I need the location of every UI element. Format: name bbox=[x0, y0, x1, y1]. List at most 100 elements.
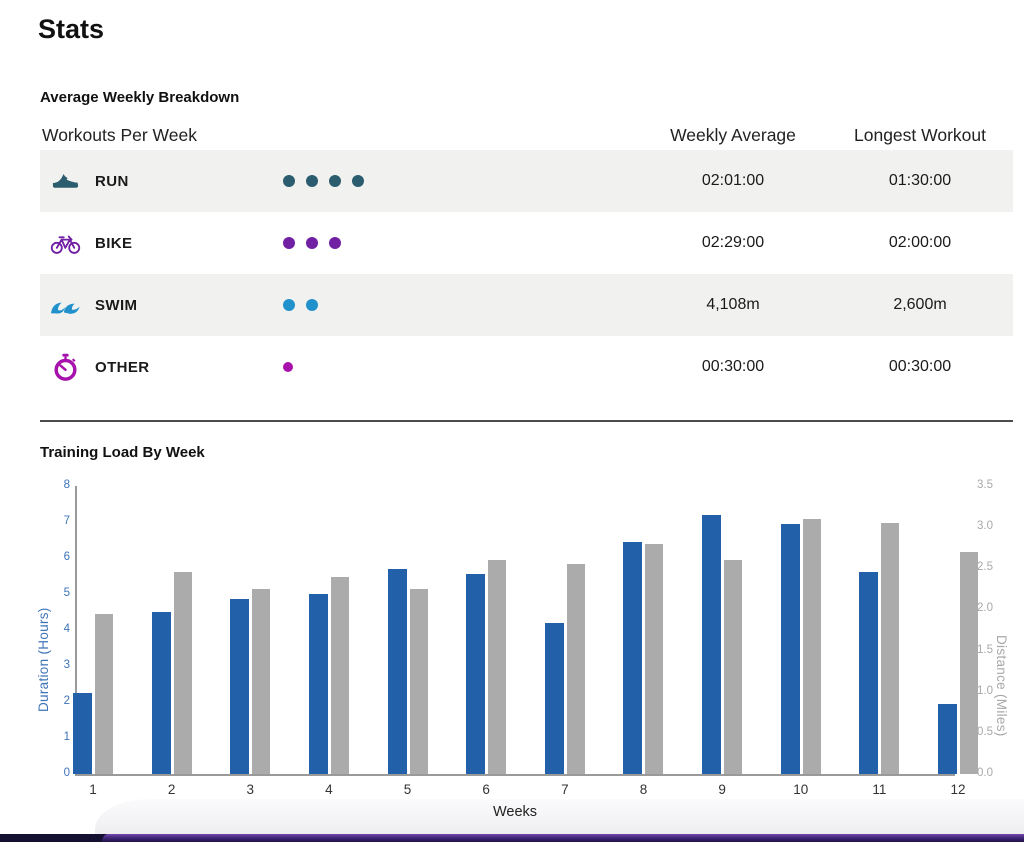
distance-bar bbox=[409, 588, 428, 774]
x-tick-label: 8 bbox=[639, 782, 648, 797]
left-tick-label: 6 bbox=[63, 551, 70, 563]
workout-dot bbox=[329, 237, 341, 249]
workout-dot bbox=[283, 362, 293, 372]
weekly-average-value: 02:29:00 bbox=[701, 234, 765, 251]
x-axis-title: Weeks bbox=[492, 804, 538, 820]
x-tick-label: 2 bbox=[167, 782, 176, 797]
right-tick-label: 2.0 bbox=[977, 602, 993, 615]
stopwatch-icon bbox=[48, 350, 82, 384]
left-axis-line bbox=[75, 486, 77, 774]
right-tick-label: 1.0 bbox=[977, 684, 993, 697]
duration-bar bbox=[938, 703, 958, 774]
workouts-per-week-dots bbox=[283, 299, 658, 311]
x-tick-label: 1 bbox=[89, 782, 97, 797]
weekly-average-value: 4,108m bbox=[706, 296, 760, 313]
distance-bar bbox=[488, 560, 507, 774]
left-tick-label: 2 bbox=[63, 695, 70, 707]
distance-bar bbox=[724, 560, 743, 774]
longest-workout-value: 00:30:00 bbox=[888, 358, 952, 375]
workout-type-label: SWIM bbox=[95, 296, 138, 314]
weekly-average-value: 00:30:00 bbox=[701, 358, 765, 375]
workout-row-other: OTHER 00:30:00 00:30:00 bbox=[40, 336, 1013, 398]
footer-band bbox=[0, 834, 1024, 842]
x-tick-label: 9 bbox=[718, 782, 726, 797]
right-tick-label: 3.5 bbox=[977, 479, 993, 491]
breakdown-table: RUN 02:01:00 01:30:00 BIKE 02:29:00 02:0… bbox=[40, 150, 1013, 398]
distance-bar bbox=[802, 518, 821, 774]
distance-bar bbox=[330, 576, 349, 774]
duration-bar bbox=[702, 514, 722, 774]
workout-dot bbox=[329, 175, 341, 187]
workout-dot bbox=[283, 175, 295, 187]
breakdown-section-heading: Average Weekly Breakdown bbox=[40, 89, 240, 106]
workout-type-label: BIKE bbox=[95, 234, 133, 252]
chart-title: Training Load By Week bbox=[40, 444, 205, 461]
x-tick-label: 11 bbox=[872, 782, 887, 797]
duration-bar bbox=[308, 594, 328, 774]
left-tick-label: 8 bbox=[63, 479, 70, 491]
workout-row-run: RUN 02:01:00 01:30:00 bbox=[40, 150, 1013, 212]
left-tick-label: 1 bbox=[63, 731, 70, 743]
workout-type-label: OTHER bbox=[95, 358, 150, 376]
breakdown-table-header: Workouts Per Week Weekly Average Longest… bbox=[40, 121, 1013, 149]
workout-row-bike: BIKE 02:29:00 02:00:00 bbox=[40, 212, 1013, 274]
page-title: Stats bbox=[38, 14, 105, 44]
x-tick-label: 10 bbox=[793, 782, 809, 797]
longest-workout-value: 02:00:00 bbox=[888, 234, 952, 251]
distance-bar bbox=[645, 543, 664, 774]
duration-bar bbox=[73, 693, 92, 774]
left-tick-label: 0 bbox=[63, 767, 70, 779]
left-tick-label: 7 bbox=[63, 515, 70, 527]
workout-dot bbox=[306, 299, 318, 311]
duration-bar bbox=[230, 599, 250, 774]
section-divider bbox=[40, 420, 1013, 422]
distance-bar bbox=[95, 613, 113, 774]
duration-bar bbox=[387, 568, 407, 774]
right-tick-label: 3.0 bbox=[977, 520, 993, 533]
distance-bar bbox=[252, 588, 271, 774]
workout-dot bbox=[306, 175, 318, 187]
page-curve-decoration bbox=[95, 799, 1024, 834]
bike-icon bbox=[48, 226, 82, 260]
right-tick-label: 0.0 bbox=[977, 767, 993, 779]
duration-bar bbox=[780, 523, 800, 774]
weekly-average-value: 02:01:00 bbox=[701, 172, 765, 189]
duration-bar bbox=[466, 574, 486, 774]
duration-bar bbox=[859, 572, 879, 774]
distance-bar bbox=[173, 572, 192, 774]
workout-dot bbox=[352, 175, 364, 187]
x-tick-label: 4 bbox=[325, 782, 333, 797]
distance-bar bbox=[566, 564, 585, 774]
longest-workout-value: 01:30:00 bbox=[888, 172, 952, 189]
workouts-per-week-dots bbox=[283, 237, 658, 249]
x-tick-label: 3 bbox=[246, 782, 255, 797]
left-tick-label: 4 bbox=[63, 623, 70, 635]
right-tick-label: 0.5 bbox=[977, 725, 993, 738]
workout-dot bbox=[283, 237, 295, 249]
duration-bar bbox=[151, 612, 171, 774]
left-tick-label: 3 bbox=[63, 659, 70, 671]
duration-bar bbox=[544, 622, 564, 774]
distance-bar bbox=[960, 551, 979, 774]
workout-dot bbox=[306, 237, 318, 249]
right-tick-label: 2.5 bbox=[977, 561, 993, 574]
distance-bar bbox=[881, 523, 900, 774]
footer-swoosh bbox=[102, 834, 1024, 842]
x-tick-label: 7 bbox=[561, 782, 569, 797]
col-header-weekly-average: Weekly Average bbox=[670, 124, 796, 145]
x-tick-label: 5 bbox=[403, 782, 412, 797]
longest-workout-value: 2,600m bbox=[893, 296, 947, 313]
col-header-longest-workout: Longest Workout bbox=[854, 124, 986, 145]
right-axis-title: Distance (Miles) bbox=[994, 635, 1009, 737]
duration-bar bbox=[623, 541, 643, 774]
right-tick-label: 1.5 bbox=[977, 643, 993, 656]
x-tick-label: 6 bbox=[482, 782, 490, 797]
col-header-workouts-per-week: Workouts Per Week bbox=[42, 124, 197, 145]
x-axis-line bbox=[75, 774, 955, 776]
left-tick-label: 5 bbox=[63, 587, 70, 599]
swim-wave-icon bbox=[48, 288, 82, 322]
x-tick-label: 12 bbox=[950, 782, 966, 797]
training-load-chart: Duration (Hours) Distance (Miles) Weeks … bbox=[0, 470, 1024, 830]
run-shoe-icon bbox=[48, 164, 82, 198]
workout-type-label: RUN bbox=[95, 172, 129, 190]
